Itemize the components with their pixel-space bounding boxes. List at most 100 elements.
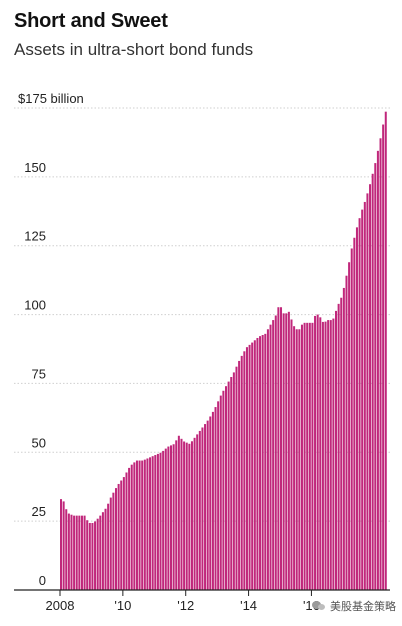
bar <box>109 497 112 590</box>
bar <box>73 515 76 590</box>
watermark: 美股基金策略 <box>312 598 396 614</box>
bar <box>266 329 269 590</box>
bar <box>65 509 68 590</box>
bar <box>290 319 293 590</box>
bar <box>133 462 136 590</box>
bar <box>130 464 133 590</box>
chat-bubble-icon <box>312 600 326 612</box>
bar <box>272 320 275 590</box>
bar <box>303 322 306 590</box>
bar <box>188 443 191 590</box>
bar <box>67 513 70 590</box>
bar <box>240 355 243 590</box>
bar <box>361 209 364 590</box>
y-tick-label: 75 <box>32 366 46 381</box>
bar <box>83 515 86 590</box>
y-tick-label: 100 <box>24 298 46 313</box>
bar <box>374 163 377 591</box>
bar <box>115 488 118 590</box>
chart-title: Short and Sweet <box>14 10 168 32</box>
bar <box>327 320 330 590</box>
bar <box>196 434 199 590</box>
bar <box>185 442 188 590</box>
bar <box>230 377 233 590</box>
bar <box>293 326 296 590</box>
bar <box>300 324 303 590</box>
bar <box>193 437 196 590</box>
bar <box>280 307 283 590</box>
bar <box>156 453 159 590</box>
bar <box>324 321 327 590</box>
bar <box>251 342 254 590</box>
bar <box>91 522 94 590</box>
bar <box>335 310 338 590</box>
bar <box>149 457 152 590</box>
bar <box>264 333 267 590</box>
bar <box>308 322 311 590</box>
bar <box>232 372 235 590</box>
bar <box>311 322 314 590</box>
bar <box>225 386 228 590</box>
bar <box>358 218 361 590</box>
bar <box>298 329 301 590</box>
bar <box>353 237 356 591</box>
bar <box>154 455 157 590</box>
bar <box>332 318 335 590</box>
bar <box>146 458 149 590</box>
x-tick-label: 2008 <box>46 598 75 613</box>
x-tick-label: '12 <box>177 598 194 613</box>
bar <box>164 448 167 590</box>
bar <box>348 262 351 590</box>
bar <box>256 337 259 590</box>
bar <box>355 227 358 590</box>
bar <box>340 297 343 590</box>
bar <box>94 521 97 590</box>
bar <box>125 472 128 590</box>
bar <box>170 445 173 590</box>
bar <box>248 344 251 590</box>
bar <box>143 459 146 590</box>
bar <box>151 456 154 590</box>
bar <box>363 201 366 590</box>
bar <box>269 324 272 590</box>
bar <box>159 452 162 590</box>
chart-subtitle: Assets in ultra-short bond funds <box>14 40 254 59</box>
bar <box>162 450 165 590</box>
bar <box>382 124 385 591</box>
bar <box>274 315 277 590</box>
y-tick-label: 150 <box>24 160 46 175</box>
bar <box>316 314 319 590</box>
bar <box>172 444 175 590</box>
bar <box>70 514 73 590</box>
bar <box>245 347 248 590</box>
bar <box>329 320 332 590</box>
bar <box>295 329 298 590</box>
bar <box>277 307 280 590</box>
bars <box>60 111 387 591</box>
bar <box>80 515 83 590</box>
bar <box>177 435 180 590</box>
bar <box>198 430 201 590</box>
bar <box>88 522 91 590</box>
bar <box>285 313 288 590</box>
bar <box>190 441 193 590</box>
bar <box>201 427 204 590</box>
bar <box>369 184 372 590</box>
bar <box>376 150 379 590</box>
bar <box>141 460 144 590</box>
bar <box>366 193 369 590</box>
bar <box>120 480 123 590</box>
bar <box>104 508 107 590</box>
bar <box>122 477 125 590</box>
bar <box>314 315 317 590</box>
bar <box>235 366 238 590</box>
bar <box>183 441 186 590</box>
bar <box>243 351 246 590</box>
y-tick-label: $175 billion <box>18 91 84 106</box>
bar <box>287 311 290 590</box>
bar <box>204 424 207 590</box>
bar <box>337 303 340 590</box>
bar <box>350 248 353 590</box>
bar <box>227 381 230 590</box>
